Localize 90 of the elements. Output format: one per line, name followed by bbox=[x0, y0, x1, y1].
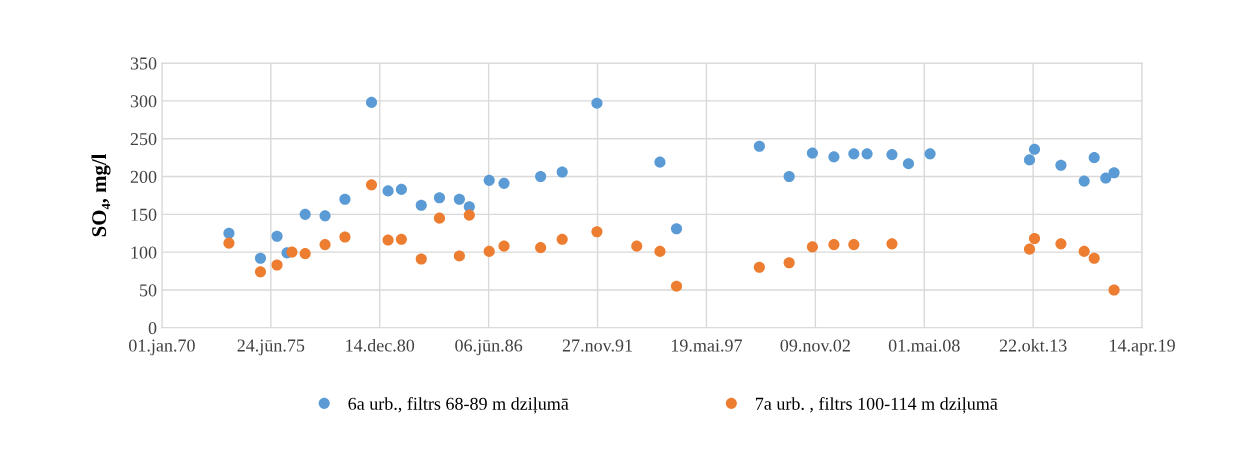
point bbox=[861, 148, 873, 160]
point bbox=[1108, 167, 1120, 179]
y-tick-label: 300 bbox=[130, 95, 157, 108]
x-tick-label: 19.mai.97 bbox=[671, 339, 743, 352]
point bbox=[453, 193, 465, 205]
point bbox=[1028, 233, 1041, 245]
point bbox=[453, 250, 465, 262]
y-tick-label: 250 bbox=[130, 132, 157, 146]
point bbox=[415, 199, 427, 211]
point bbox=[1078, 245, 1090, 257]
point bbox=[1023, 154, 1036, 166]
point bbox=[1088, 152, 1100, 164]
point bbox=[753, 140, 765, 152]
point bbox=[670, 223, 683, 235]
point bbox=[1088, 252, 1100, 264]
point bbox=[382, 185, 394, 197]
point bbox=[339, 231, 351, 243]
x-tick-label: 14.apr.19 bbox=[1110, 339, 1175, 356]
point bbox=[1078, 175, 1090, 187]
point bbox=[433, 212, 446, 224]
point bbox=[299, 208, 311, 220]
point bbox=[848, 239, 860, 251]
point bbox=[254, 252, 267, 264]
point bbox=[395, 183, 407, 195]
point bbox=[382, 234, 394, 246]
point bbox=[556, 233, 568, 245]
point bbox=[886, 149, 898, 161]
point bbox=[223, 237, 235, 249]
point bbox=[271, 230, 283, 242]
point bbox=[483, 174, 495, 186]
point bbox=[1023, 243, 1036, 255]
point bbox=[902, 158, 915, 170]
y-tick-label: 350 bbox=[130, 57, 157, 70]
point bbox=[1055, 159, 1067, 171]
point bbox=[806, 241, 818, 253]
point bbox=[463, 209, 475, 221]
x-tick-label: 22.okt.13 bbox=[999, 338, 1067, 352]
x-tick-label: 06.jūn.86 bbox=[455, 339, 523, 356]
point bbox=[591, 97, 603, 109]
legend-label: 6a urb., filtrs 68-89 m dziļumā bbox=[348, 396, 569, 414]
point bbox=[271, 259, 283, 271]
point bbox=[1108, 284, 1120, 296]
point bbox=[299, 248, 311, 260]
legend-label: 7a urb. , filtrs 100-114 m dziļumā bbox=[755, 396, 998, 414]
point bbox=[395, 233, 407, 245]
point bbox=[498, 177, 510, 189]
point bbox=[433, 192, 446, 204]
point bbox=[631, 240, 643, 252]
point bbox=[886, 238, 898, 250]
point bbox=[535, 170, 547, 183]
point bbox=[556, 166, 568, 178]
x-tick-label: 09.nov.02 bbox=[780, 339, 850, 352]
point bbox=[924, 148, 936, 160]
x-tick-label: 01.jan.70 bbox=[129, 339, 195, 356]
y-tick-label: 100 bbox=[131, 246, 157, 259]
point bbox=[1028, 143, 1041, 155]
point bbox=[365, 96, 378, 108]
y-tick-label: 200 bbox=[130, 170, 157, 183]
point bbox=[783, 257, 795, 269]
point bbox=[319, 239, 331, 251]
x-tick-label: 24.jūn.75 bbox=[237, 339, 305, 356]
point bbox=[783, 170, 795, 183]
point bbox=[365, 179, 378, 191]
point bbox=[254, 266, 267, 278]
y-axis-title: SO₄, mg/l bbox=[91, 153, 111, 237]
y-tick-label: 50 bbox=[140, 284, 157, 297]
point bbox=[848, 148, 860, 160]
x-tick-label: 27.nov.91 bbox=[562, 339, 632, 352]
point bbox=[806, 147, 818, 159]
point bbox=[828, 239, 840, 251]
point bbox=[223, 227, 235, 239]
point bbox=[535, 242, 547, 254]
x-tick-label: 01.mai.08 bbox=[888, 339, 960, 352]
point bbox=[498, 240, 510, 252]
point bbox=[670, 280, 683, 292]
point bbox=[654, 156, 666, 168]
y-tick-label: 0 bbox=[148, 322, 157, 335]
x-tick-label: 14.dec.80 bbox=[346, 338, 415, 352]
point bbox=[339, 193, 351, 205]
point bbox=[319, 210, 331, 222]
point bbox=[1100, 172, 1112, 184]
point bbox=[1055, 238, 1067, 250]
point bbox=[828, 151, 840, 163]
y-tick-label: 150 bbox=[131, 208, 157, 221]
point bbox=[591, 226, 603, 238]
point bbox=[286, 246, 298, 258]
point bbox=[483, 245, 495, 257]
point bbox=[415, 253, 427, 265]
point bbox=[753, 261, 765, 273]
point bbox=[654, 245, 666, 257]
